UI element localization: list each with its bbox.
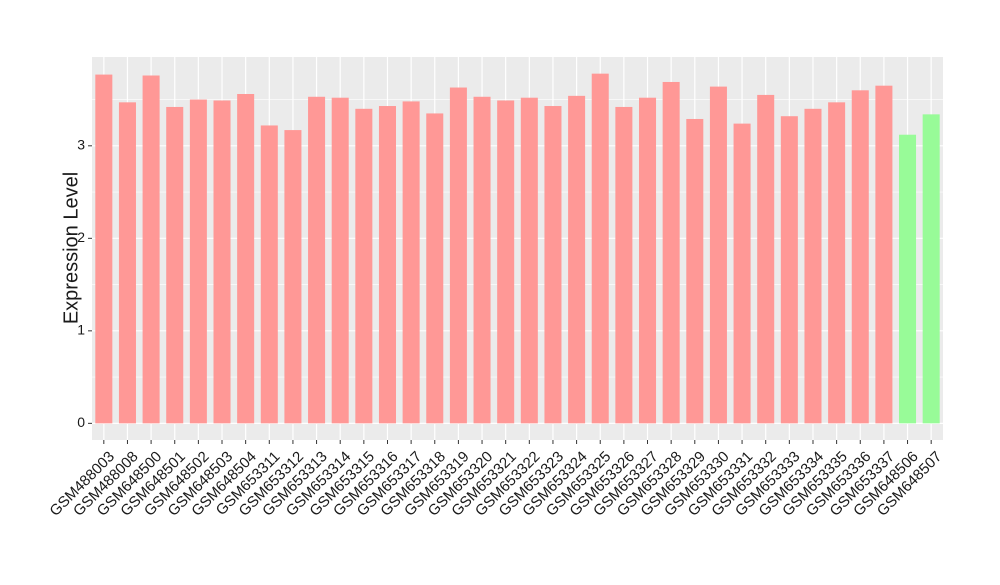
bar xyxy=(473,96,491,424)
bar xyxy=(544,106,562,424)
bar xyxy=(733,123,751,424)
bar xyxy=(497,100,515,424)
bar xyxy=(189,99,207,424)
y-tick-label: 3 xyxy=(77,137,85,153)
bar xyxy=(284,130,302,424)
bar xyxy=(260,125,278,424)
y-tick-label: 0 xyxy=(77,414,85,430)
bar xyxy=(166,106,184,424)
bar xyxy=(142,75,160,424)
bar xyxy=(308,96,326,424)
bar xyxy=(851,90,869,424)
bar xyxy=(402,101,420,424)
y-tick-label: 2 xyxy=(77,229,85,245)
bar xyxy=(639,97,657,424)
bar xyxy=(520,97,538,424)
bar xyxy=(899,134,917,424)
bar xyxy=(591,73,609,424)
bar xyxy=(922,114,940,424)
plot-panel xyxy=(92,57,943,440)
y-tick-label: 1 xyxy=(77,322,85,338)
bar xyxy=(213,100,231,424)
bar xyxy=(662,81,680,424)
bar xyxy=(568,95,586,424)
bar xyxy=(804,108,822,424)
bar xyxy=(355,108,373,424)
bar xyxy=(828,102,846,424)
bar xyxy=(780,116,798,424)
bar xyxy=(686,118,704,424)
bar xyxy=(875,85,893,424)
bar xyxy=(449,87,467,424)
bar xyxy=(118,102,136,424)
bar xyxy=(757,94,775,424)
y-axis-title: Expression Level xyxy=(60,172,82,324)
bar xyxy=(237,94,255,424)
bar xyxy=(331,97,349,424)
bar xyxy=(426,113,444,424)
bar xyxy=(615,106,633,424)
bar xyxy=(709,86,727,424)
bar xyxy=(378,106,396,424)
bar xyxy=(95,74,113,424)
